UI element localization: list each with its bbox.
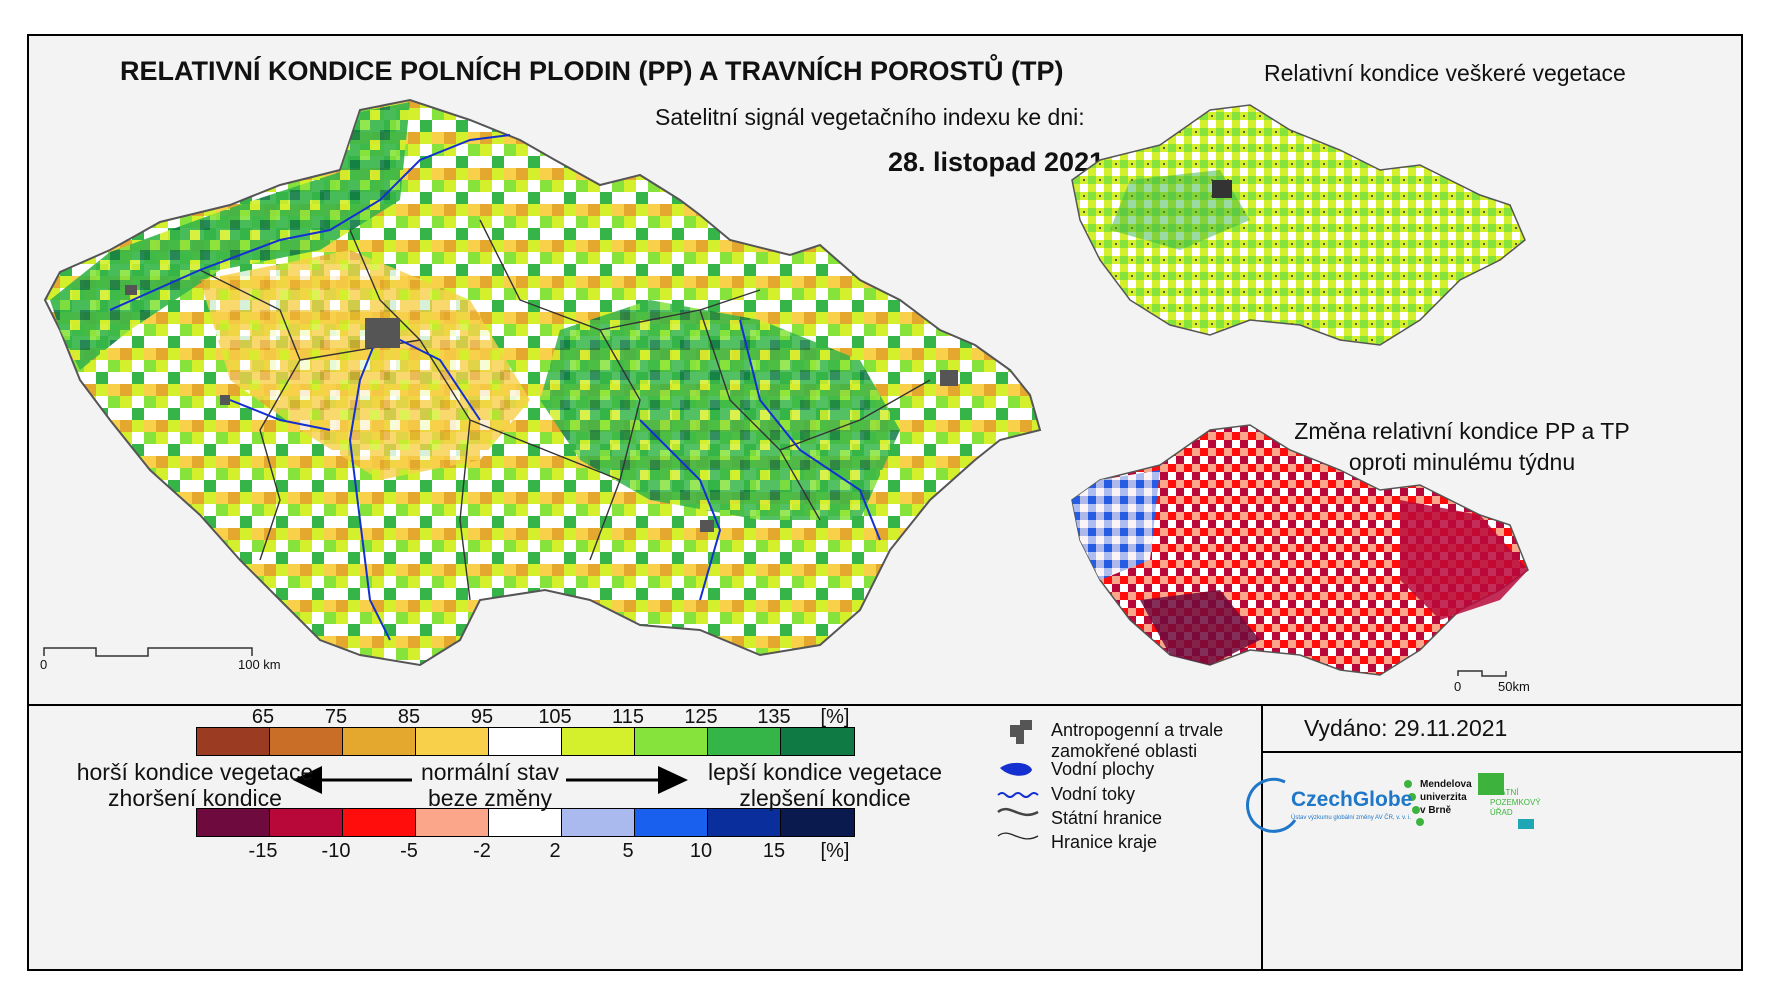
change-tick: 5: [622, 840, 634, 862]
spu-logo-bottom: [1518, 819, 1534, 829]
change-tick: 10: [689, 840, 713, 862]
main-scale-end: 100 km: [238, 657, 281, 672]
worse-label: horší kondice vegetace zhoršení kondice: [70, 759, 320, 811]
condition-tick: 125: [684, 706, 718, 728]
condition-swatch-6: [635, 728, 708, 755]
condition-swatch-1: [270, 728, 343, 755]
condition-tick: 65: [251, 706, 275, 728]
change-tick: -2: [473, 840, 491, 862]
change-swatch-8: [781, 809, 854, 836]
condition-swatch-3: [416, 728, 489, 755]
change-tick: 15: [762, 840, 786, 862]
subtitle: Satelitní signál vegetačního indexu ke d…: [655, 104, 1085, 130]
change-tick: -15: [248, 840, 278, 862]
change-color-bar: [196, 808, 855, 837]
condition-swatch-2: [343, 728, 416, 755]
rivers: [109, 134, 881, 641]
inset-bottom-title: Změna relativní kondice PP a TP oproti m…: [1262, 416, 1662, 478]
legend-state-border: Státní hranice: [1051, 808, 1163, 828]
condition-swatch-8: [781, 728, 854, 755]
inset-scale-start: 0: [1454, 679, 1462, 694]
normal-label-line2: beze změny: [427, 785, 552, 811]
inset-top-map: [1071, 104, 1526, 346]
mendel-logo-text: Mendelova univerzita v Brně: [1420, 778, 1472, 817]
czechglobe-logo-text: CzechGlobe: [1291, 788, 1413, 811]
urban-legend-icon: [1010, 720, 1032, 744]
change-swatch-6: [635, 809, 708, 836]
mendel-logo-dots: [1404, 780, 1424, 826]
legend-rivers: Vodní toky: [1051, 784, 1136, 804]
river-legend-icon: [997, 792, 1039, 798]
region-border-legend-icon: [997, 832, 1039, 840]
state-border-legend-icon: [997, 807, 1039, 817]
central-green-area: [540, 300, 900, 520]
normal-label-line1: normální stav: [420, 759, 560, 785]
change-unit: [%]: [820, 840, 850, 862]
main-scalebar: [43, 647, 253, 657]
inset-bottom-title-line1: Změna relativní kondice PP a TP: [1294, 418, 1630, 444]
normal-label: normální stav beze změny: [415, 759, 565, 811]
mendel-line2: univerzita: [1420, 792, 1467, 803]
czechglobe-logo-arc: [1246, 777, 1297, 833]
condition-tick: 135: [757, 706, 791, 728]
north-green-area: [50, 102, 410, 370]
change-swatch-2: [343, 809, 416, 836]
change-swatch-3: [416, 809, 489, 836]
czech-outline: [43, 98, 1042, 667]
change-tick: 2: [549, 840, 561, 862]
main-scale-start: 0: [40, 657, 48, 672]
change-swatch-4: [489, 809, 562, 836]
spu-line1: STÁTNÍ: [1490, 788, 1519, 797]
change-swatch-0: [197, 809, 270, 836]
main-title: RELATIVNÍ KONDICE POLNÍCH PLODIN (PP) A …: [120, 56, 1064, 86]
better-label: lepší kondice vegetace zlepšení kondice: [690, 759, 960, 811]
better-label-line1: lepší kondice vegetace: [708, 759, 942, 785]
condition-tick: 115: [612, 706, 644, 728]
worse-label-line1: horší kondice vegetace: [76, 759, 314, 785]
condition-tick: 75: [324, 706, 348, 728]
condition-swatch-4: [489, 728, 562, 755]
condition-tick: 85: [397, 706, 421, 728]
arrow-left: [293, 766, 412, 794]
inset-bottom-title-line2: oproti minulému týdnu: [1348, 449, 1576, 475]
map-date: 28. listopad 2021: [888, 147, 1105, 177]
spu-logo-text: STÁTNÍ POZEMKOVÝ ÚŘAD: [1490, 788, 1541, 818]
mendel-line1: Mendelova: [1420, 779, 1472, 790]
region-borders: [199, 219, 931, 601]
condition-color-bar: [196, 727, 855, 756]
change-tick: -5: [400, 840, 418, 862]
legend-region-border: Hranice kraje: [1051, 832, 1158, 852]
mendel-line3: v Brně: [1420, 805, 1452, 816]
change-swatch-5: [562, 809, 635, 836]
condition-unit: [%]: [820, 706, 850, 728]
spu-logo-top: [1478, 773, 1504, 795]
issued-date: Vydáno: 29.11.2021: [1304, 715, 1508, 741]
condition-swatch-7: [708, 728, 781, 755]
arrow-right: [566, 766, 688, 794]
change-swatch-1: [270, 809, 343, 836]
condition-swatch-5: [562, 728, 635, 755]
condition-swatch-0: [197, 728, 270, 755]
water-body-legend-icon: [1000, 762, 1032, 776]
spu-line2: POZEMKOVÝ: [1490, 798, 1541, 807]
inset-scalebar: [1457, 670, 1507, 677]
condition-tick: 105: [538, 706, 572, 728]
worse-label-line2: zhoršení kondice: [108, 785, 282, 811]
change-tick: -10: [321, 840, 351, 862]
inset-top-title: Relativní kondice veškeré vegetace: [1264, 60, 1626, 86]
better-label-line2: zlepšení kondice: [739, 785, 911, 811]
condition-tick: 95: [470, 706, 494, 728]
legend-urban: Antropogenní a trvale zamokřené oblasti: [1051, 720, 1224, 761]
inset-scale-end: 50km: [1498, 679, 1530, 694]
change-swatch-7: [708, 809, 781, 836]
spu-line3: ÚŘAD: [1490, 808, 1513, 817]
czechglobe-logo-subtext: Ústav výzkumu globální změny AV ČR, v. v…: [1291, 815, 1412, 821]
legend-water-bodies: Vodní plochy: [1051, 759, 1155, 779]
urban-areas: [125, 285, 958, 532]
